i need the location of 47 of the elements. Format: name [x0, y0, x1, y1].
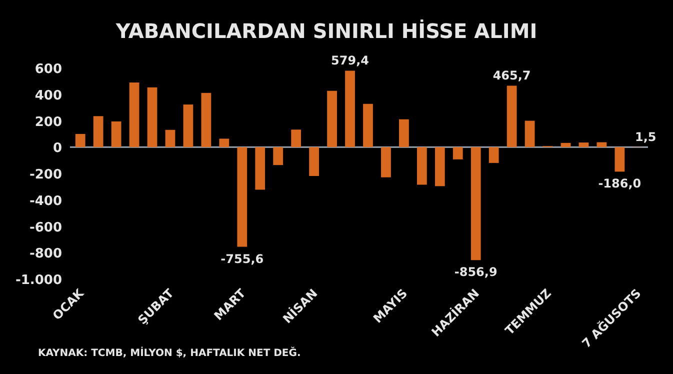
data-label: -186,0 — [598, 176, 642, 191]
y-tick-label: -1.000 — [15, 273, 62, 288]
bar — [596, 142, 607, 148]
data-label: 579,4 — [331, 54, 369, 68]
chart-title: YABANCILARDAN SINIRLI HİSSE ALIMI — [114, 19, 538, 43]
y-tick-label: -200 — [29, 168, 62, 182]
bar — [614, 147, 625, 172]
y-tick-label: -600 — [29, 220, 62, 236]
bar — [488, 147, 499, 163]
data-label: 465,7 — [492, 68, 531, 83]
bar — [111, 121, 122, 148]
data-label: -755,6 — [220, 252, 264, 266]
text: KAYNAK: TCMB, MİLYON $, HAFTALIK NET DEĞ. — [38, 346, 301, 359]
bar — [416, 147, 427, 185]
bar — [363, 104, 373, 148]
y-tick-label: -800 — [29, 246, 62, 262]
bar — [291, 130, 302, 148]
y-tick-label: 400 — [34, 88, 62, 104]
data-label: 1,5 — [635, 130, 656, 144]
bar — [201, 92, 212, 148]
y-tick-label: 600 — [34, 62, 62, 77]
bar — [273, 147, 284, 166]
bar — [506, 86, 517, 148]
bar — [183, 104, 194, 148]
bar — [524, 120, 535, 148]
bar — [93, 116, 104, 148]
y-tick-label: 0 — [52, 141, 62, 156]
y-tick-label: 200 — [34, 114, 62, 130]
bar — [327, 90, 337, 148]
bar — [147, 87, 158, 148]
bar — [381, 147, 391, 178]
data-label: -856,9 — [454, 265, 498, 280]
bar — [560, 142, 571, 148]
bar — [219, 138, 230, 148]
bar — [452, 147, 463, 160]
bar — [165, 130, 176, 148]
bar — [578, 142, 589, 148]
bar — [129, 82, 140, 148]
bar — [255, 147, 266, 190]
bar — [470, 147, 481, 260]
bar — [237, 147, 248, 247]
bar — [399, 119, 409, 148]
y-tick-label: -400 — [29, 194, 62, 209]
bar — [309, 147, 319, 176]
bar — [434, 147, 445, 186]
bar — [345, 70, 355, 148]
bar — [75, 134, 86, 148]
